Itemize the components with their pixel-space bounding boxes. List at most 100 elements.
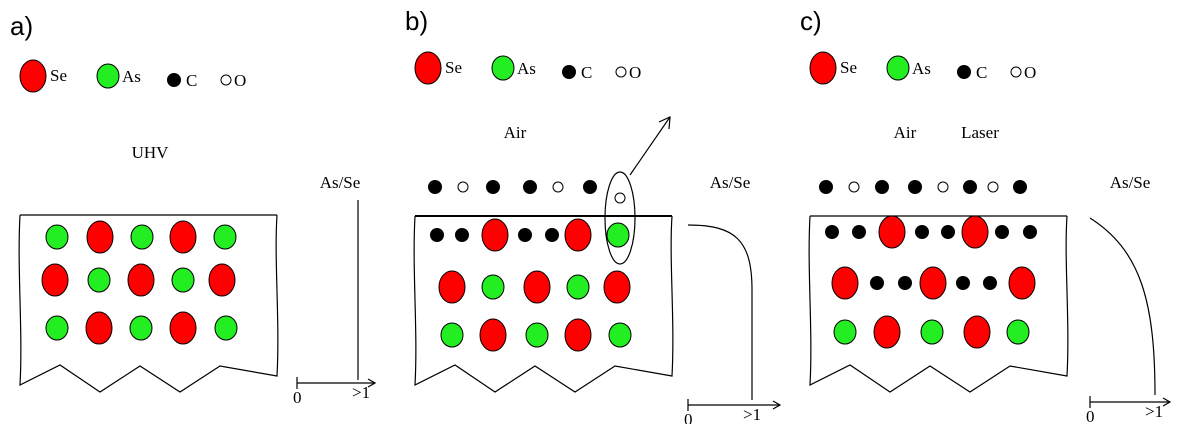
c-atom [870,276,884,290]
c-atom [898,276,912,290]
se-atom [832,267,858,299]
c-atom [545,228,559,242]
c-atom [825,225,839,239]
se-atom [1009,267,1035,299]
c-atom [430,228,444,242]
o-atom [458,182,468,192]
c-atom [956,276,970,290]
panel-label: a) [10,11,33,41]
o-atom [1011,67,1021,77]
as-atom [607,223,629,247]
c-atom [941,225,955,239]
c-atom [983,276,997,290]
legend-label: O [629,63,641,82]
crystal [414,216,673,392]
se-atom [209,264,235,296]
se-atom [42,264,68,296]
axis-end-label: >1 [352,383,370,402]
o-atom [849,182,859,192]
c-atom [428,180,442,194]
se-atom [810,52,836,84]
se-atom [439,271,465,303]
desorption-arrow [630,117,670,175]
c-atom [995,225,1009,239]
crystal [809,216,1068,392]
se-atom [920,267,946,299]
o-atom [615,193,625,203]
c-atom [915,225,929,239]
profile-title: As/Se [320,173,361,192]
profile-title: As/Se [710,173,751,192]
se-atom [480,319,506,351]
o-atom [616,67,626,77]
as-atom [214,225,236,249]
as-atom [46,316,68,340]
se-atom [565,319,591,351]
as-atom [609,323,631,347]
axis-end-label: >1 [743,405,761,424]
o-atom [553,182,563,192]
profile-curve [1090,218,1155,395]
condition: Laser [961,123,999,142]
o-atom [938,182,948,192]
se-atom [128,264,154,296]
legend-label: Se [840,58,857,77]
c-atom [583,180,597,194]
legend-label: As [912,59,931,78]
axis-start-label: 0 [1086,407,1095,424]
profile-curve [688,225,752,400]
c-atom [455,228,469,242]
as-atom [921,320,943,344]
legend-label: C [976,63,987,82]
legend-label: Se [445,58,462,77]
legend-label: Se [50,66,67,85]
as-atom [131,225,153,249]
as-atom [492,56,514,80]
c-atom [957,65,971,79]
desorption-ring [605,172,635,264]
se-atom [87,221,113,253]
legend-label: C [581,63,592,82]
se-atom [962,216,988,248]
se-atom [565,219,591,251]
axis-end-label: >1 [1145,402,1163,421]
legend-label: O [234,71,246,90]
as-atom [215,316,237,340]
legend-label: As [122,67,141,86]
se-atom [415,52,441,84]
as-atom [1007,320,1029,344]
as-atom [130,316,152,340]
se-atom [20,60,46,92]
panel-label: c) [800,6,822,36]
c-atom [875,180,889,194]
as-atom [887,56,909,80]
condition: Air [894,123,917,142]
c-atom [167,73,181,87]
c-atom [1023,225,1037,239]
se-atom [170,312,196,344]
legend-label: O [1024,63,1036,82]
as-atom [834,320,856,344]
profile-title: As/Se [1110,173,1151,192]
c-atom [852,225,866,239]
as-atom [46,225,68,249]
c-atom [562,65,576,79]
c-atom [518,228,532,242]
se-atom [964,316,990,348]
as-atom [482,275,504,299]
as-atom [441,323,463,347]
as-atom [88,268,110,292]
condition: UHV [132,143,170,162]
o-atom [988,182,998,192]
as-atom [172,268,194,292]
condition: Air [504,123,527,142]
c-atom [1013,180,1027,194]
axis-start-label: 0 [684,410,693,424]
panel-label: b) [405,6,428,36]
figure: a) Se As C O UHV As/Se 0 >1 b) Se As C O Air As/Se 0 >1 c)… [0,0,1182,424]
se-atom [86,312,112,344]
se-atom [524,271,550,303]
o-atom [221,75,231,85]
c-atom [523,180,537,194]
se-atom [879,216,905,248]
